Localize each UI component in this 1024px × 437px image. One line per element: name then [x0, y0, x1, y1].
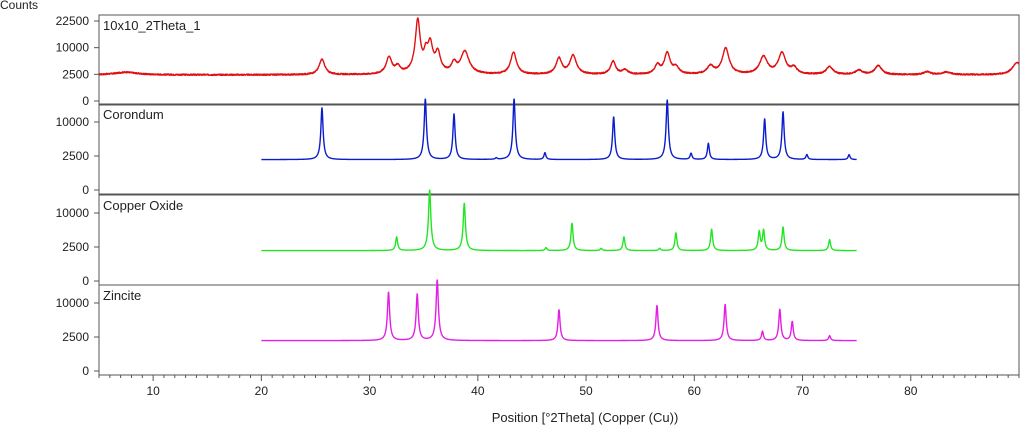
x-tick-label: 10 — [146, 384, 160, 398]
x-tick-label: 80 — [904, 384, 918, 398]
y-tick-label: 2500 — [62, 240, 89, 254]
panel-1: 0 2500 10000 22500 10x10_2Theta_1 — [56, 14, 1019, 108]
panel-label: Zincite — [103, 288, 141, 303]
panel-frame — [99, 195, 1019, 285]
y-tick-label: 0 — [82, 183, 89, 197]
panel-label: Corondum — [103, 107, 164, 122]
x-tick-label: 60 — [688, 384, 702, 398]
y-axis-title: Counts — [0, 0, 38, 12]
x-tick-label: 20 — [255, 384, 269, 398]
panel-4: 0 2500 10000 Zincite — [56, 280, 1019, 378]
panel-label: 10x10_2Theta_1 — [103, 18, 201, 33]
series-line — [261, 190, 856, 250]
y-tick-label: 10000 — [56, 296, 90, 310]
panel-frame — [99, 15, 1019, 105]
panel-frame — [99, 285, 1019, 375]
series-line — [261, 99, 856, 159]
x-tick-label: 50 — [579, 384, 593, 398]
panels-layer: 0 2500 10000 22500 10x10_2Theta_1 0 2500 10000 C… — [56, 14, 1019, 378]
y-tick-label: 2500 — [62, 149, 89, 163]
y-tick-label: 0 — [82, 94, 89, 108]
y-tick-label: 0 — [82, 274, 89, 288]
y-tick-label: 10000 — [56, 115, 90, 129]
x-axis-title: Position [°2Theta] (Copper (Cu)) — [492, 410, 679, 425]
y-tick-label: 10000 — [56, 41, 90, 55]
panel-frame — [99, 104, 1019, 194]
y-tick-label: 0 — [82, 364, 89, 378]
y-tick-label: 10000 — [56, 206, 90, 220]
x-tick-label: 40 — [471, 384, 485, 398]
y-tick-label: 2500 — [62, 67, 89, 81]
x-tick-label: 70 — [796, 384, 810, 398]
panel-2: 0 2500 10000 Corondum — [56, 99, 1019, 197]
panel-label: Copper Oxide — [103, 198, 183, 213]
y-tick-label: 22500 — [56, 14, 90, 28]
panel-3: 0 2500 10000 Copper Oxide — [56, 190, 1019, 288]
series-line — [261, 280, 856, 340]
series-line — [99, 18, 1019, 75]
x-axis: 10 20 30 40 50 60 70 80 — [99, 375, 1019, 398]
y-tick-label: 2500 — [62, 330, 89, 344]
x-tick-label: 30 — [363, 384, 377, 398]
